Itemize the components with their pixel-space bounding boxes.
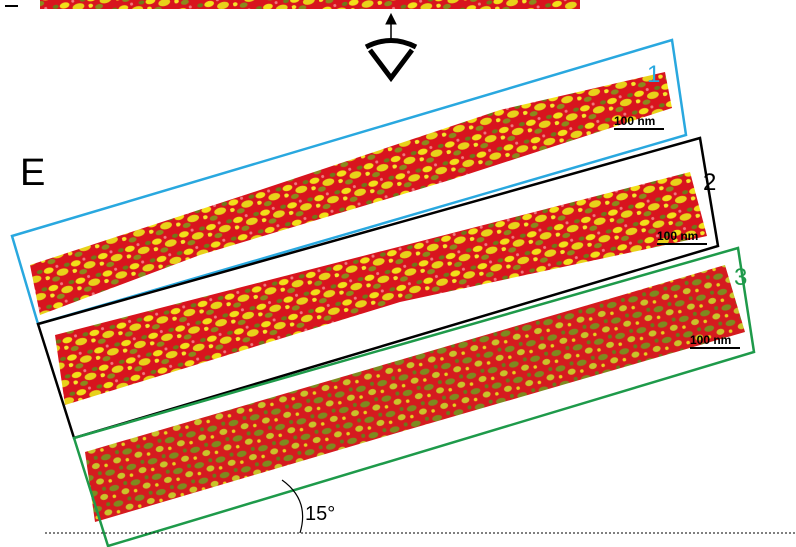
scale-bar-label: 100 nm	[657, 229, 698, 243]
box-label: 3	[734, 264, 747, 291]
panel-label: E	[20, 152, 45, 194]
top-strip	[40, 0, 580, 9]
angle-label: 15°	[305, 503, 335, 525]
scale-bar-label: 100 nm	[614, 114, 655, 128]
figure: E 1 2 3 100 nm 100 nm 100 nm 15°	[0, 0, 796, 547]
scale-bar-label: 100 nm	[690, 333, 731, 347]
eye-icon	[366, 14, 416, 78]
box-label: 1	[647, 61, 660, 88]
box-label: 2	[703, 169, 716, 196]
scale-bar: 100 nm	[614, 114, 664, 129]
